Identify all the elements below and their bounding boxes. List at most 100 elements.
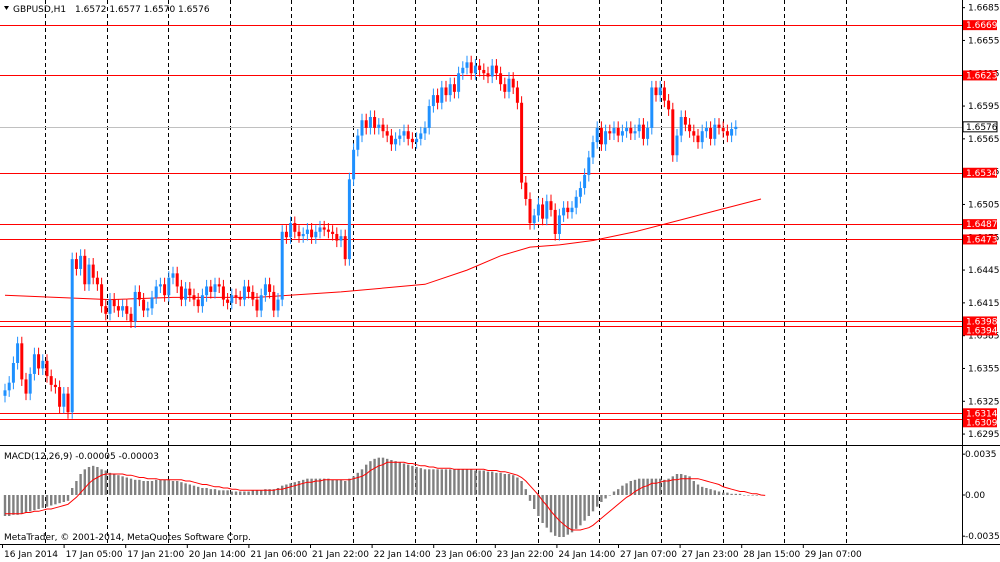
candle-body [591,142,595,158]
macd-bar [491,471,494,495]
macd-bar [171,481,175,495]
candle-body [608,131,612,134]
macd-bar [45,495,49,507]
macd-bar [575,495,578,529]
candle-body [406,131,410,139]
candle-body [192,295,196,300]
macd-bar [260,490,263,495]
candle-body [171,273,175,278]
candle-body [616,127,620,136]
macd-bar [495,472,498,495]
candle-body [226,299,230,303]
macd-bar [738,493,742,495]
macd-bar [344,481,347,495]
macd-tick-label: 0.0035 [965,450,997,460]
candle-body [461,67,465,74]
macd-bar [591,495,595,512]
candle-body [431,95,435,107]
macd-bar [247,491,250,495]
candle-body [347,179,351,260]
candle-body [683,116,687,125]
macd-bar [192,485,196,495]
candle-body [154,286,158,298]
macd-bar [352,476,355,495]
price-tick-label: 1.6655 [968,36,1000,46]
candle-body [448,84,452,96]
macd-bar [108,472,112,495]
candle-body [557,215,561,234]
macd-bar [297,481,301,495]
macd-indicator [3,457,766,537]
candle-body [385,131,389,136]
level-label: 1.6394 [966,326,998,336]
macd-bar [629,481,632,495]
candle-body [566,207,570,213]
macd-bar [41,495,44,508]
candle-body [314,231,318,238]
macd-bar [507,474,511,495]
macd-bar [587,495,590,516]
macd-bar [688,476,691,495]
macd-bar [8,495,11,516]
candle-body [356,135,360,150]
horizontal-levels [0,25,962,420]
candle-body [163,284,167,296]
candle-body [238,297,242,300]
candle-body [675,135,679,156]
candle-body [562,207,566,216]
macd-bar [71,488,74,495]
macd-bar [453,469,456,495]
price-tick-label: 1.6565 [968,135,1000,145]
macd-bar [625,483,628,495]
candle-body [473,65,477,74]
chevron-down-icon[interactable] [4,6,9,10]
candle-body [217,284,221,287]
candle-body [507,78,511,92]
time-label: 16 Jan 2014 [4,550,58,560]
macd-bar [134,479,137,495]
candle-body [268,284,272,292]
candle-body [415,138,419,143]
macd-bar [218,490,221,495]
time-label: 23 Jan 22:00 [497,550,554,560]
macd-bar [730,493,733,495]
time-label: 17 Jan 05:00 [66,550,123,560]
level-label-box [963,219,997,230]
macd-bar [117,475,120,495]
level-label: 1.6473 [966,235,998,245]
macd-bar [104,470,107,495]
candle-body [620,131,624,136]
macd-bar [213,489,217,495]
candle-body [331,231,335,234]
candle-body [83,255,87,285]
candle-body [230,295,234,303]
macd-bar [520,481,523,495]
macd-bar [722,492,725,495]
macd-bar [692,481,695,495]
macd-bar [432,469,435,495]
candle-body [520,102,524,183]
macd-bar [596,495,599,507]
candle-body [662,87,666,101]
candle-body [713,124,717,139]
candle-body [41,360,45,369]
candle-body [494,65,498,74]
candle-body [87,264,91,285]
level-label-box [963,167,997,178]
time-label: 17 Jan 21:00 [127,550,184,560]
macd-bar [717,491,721,495]
macd-bar [87,467,91,495]
macd-bar [533,495,536,509]
candle-body [583,174,587,189]
candle-body [251,291,255,300]
candle-body [20,343,24,380]
macd-bar [436,469,439,495]
candle-body [49,376,53,385]
macd-bar [713,490,716,495]
macd-bar [125,477,128,495]
time-label: 29 Jan 07:00 [805,550,862,560]
price-tick-label: 1.6385 [968,332,1000,342]
